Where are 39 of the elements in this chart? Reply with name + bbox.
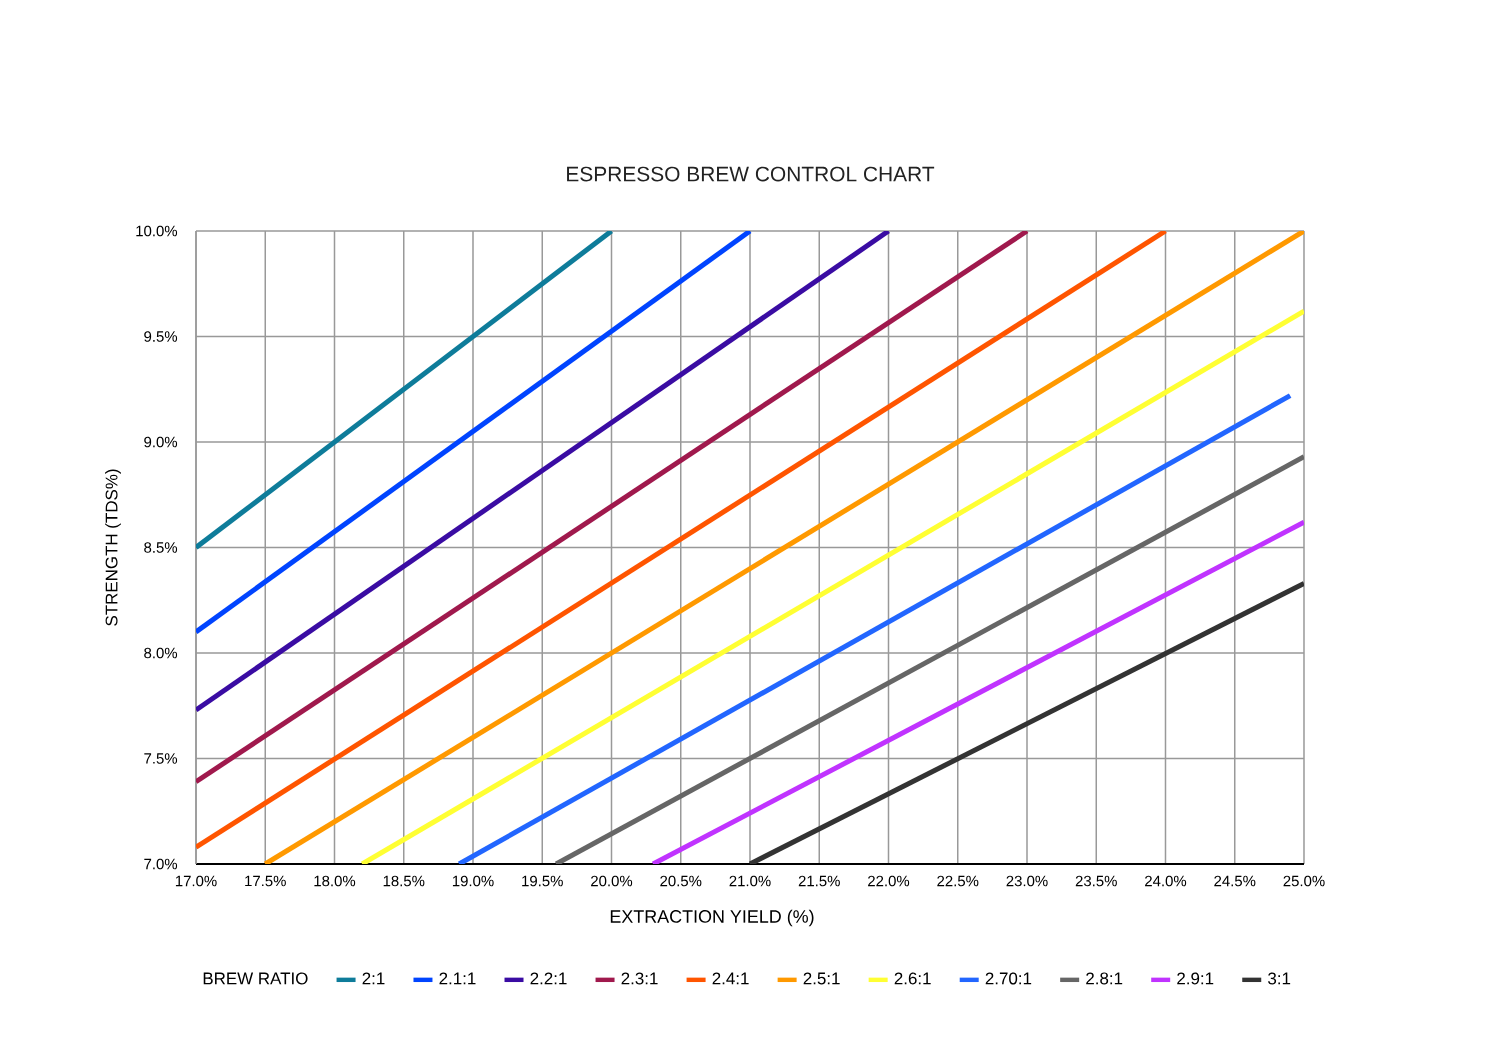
x-tick-label: 17.0% <box>175 875 217 887</box>
legend-label: 2.3:1 <box>621 972 658 985</box>
legend-label: 2.2:1 <box>530 972 567 985</box>
x-tick-label: 19.0% <box>452 875 494 887</box>
x-tick-label: 22.5% <box>937 875 979 887</box>
y-tick-label: 7.5% <box>144 753 178 764</box>
x-tick-label: 22.0% <box>868 875 910 887</box>
chart-title: ESPRESSO BREW CONTROL CHART <box>567 166 935 182</box>
legend-label: 2.4:1 <box>712 972 749 985</box>
legend-label: 2.8:1 <box>1086 972 1123 985</box>
y-tick-label: 10.0% <box>136 225 178 237</box>
x-axis-title: EXTRACTION YIELD (%) <box>610 909 814 927</box>
x-tick-label: 21.0% <box>729 875 771 887</box>
y-tick-label: 8.0% <box>144 647 178 659</box>
x-tick-label: 19.5% <box>522 875 563 887</box>
x-tick-label: 25.0% <box>1283 875 1325 887</box>
y-tick-label: 8.5% <box>144 542 178 553</box>
legend-title: BREW RATIO <box>203 972 308 985</box>
x-tick-label: 20.0% <box>591 875 633 887</box>
x-tick-label: 23.0% <box>1006 875 1048 887</box>
legend-label: 2.5:1 <box>803 972 840 985</box>
legend-label: 2.1:1 <box>439 972 476 985</box>
legend-label: 2.6:1 <box>894 972 931 985</box>
y-tick-label: 9.5% <box>144 331 178 342</box>
legend-label: 2.9:1 <box>1177 972 1214 985</box>
x-tick-label: 21.5% <box>798 875 840 887</box>
x-tick-label: 23.5% <box>1075 875 1117 887</box>
legend-label: 2:1 <box>362 972 385 985</box>
x-tick-label: 17.5% <box>245 875 286 887</box>
y-tick-label: 7.0% <box>144 858 178 870</box>
y-axis-title: STRENGTH (TDS%) <box>105 469 121 626</box>
x-tick-label: 24.5% <box>1214 875 1256 887</box>
legend-label: 2.70:1 <box>985 972 1032 985</box>
legend-label: 3:1 <box>1268 972 1291 985</box>
x-tick-label: 18.0% <box>314 875 356 887</box>
x-tick-label: 24.0% <box>1145 875 1187 887</box>
x-tick-label: 20.5% <box>660 875 702 887</box>
x-tick-label: 18.5% <box>383 875 425 887</box>
y-tick-label: 9.0% <box>144 436 178 448</box>
